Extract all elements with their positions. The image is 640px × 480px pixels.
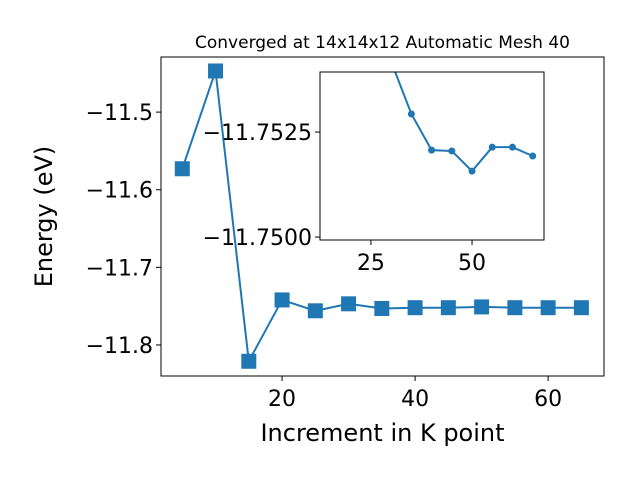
marker bbox=[208, 63, 224, 79]
axes-frame bbox=[160, 56, 605, 377]
y-axis-label: Energy (eV) bbox=[30, 146, 58, 288]
marker bbox=[174, 161, 190, 177]
marker bbox=[274, 292, 290, 308]
marker bbox=[341, 296, 357, 312]
marker bbox=[440, 300, 456, 316]
marker bbox=[507, 300, 523, 316]
chart-title: Converged at 14x14x12 Automatic Mesh 40 bbox=[195, 33, 570, 53]
marker bbox=[241, 353, 257, 369]
marker bbox=[573, 300, 589, 316]
marker bbox=[529, 152, 537, 160]
x-tick-label: 50 bbox=[458, 251, 486, 276]
marker bbox=[474, 299, 490, 315]
marker bbox=[488, 143, 496, 151]
marker bbox=[468, 167, 476, 175]
marker bbox=[307, 303, 323, 319]
marker bbox=[374, 300, 390, 316]
marker bbox=[407, 110, 415, 118]
marker bbox=[407, 300, 423, 316]
y-tick-label: −11.5 bbox=[86, 101, 153, 126]
plot-area bbox=[394, 72, 537, 175]
x-tick-label: 60 bbox=[534, 387, 562, 412]
x-tick-label: 20 bbox=[268, 387, 296, 412]
y-tick-label: −11.7525 bbox=[203, 121, 312, 146]
y-tick-label: −11.7 bbox=[86, 256, 153, 281]
y-tick-label: −11.6 bbox=[86, 179, 153, 204]
x-tick-label: 25 bbox=[357, 251, 385, 276]
plot-area bbox=[174, 63, 589, 369]
axes-frame bbox=[319, 71, 545, 241]
marker bbox=[508, 143, 516, 151]
x-tick-label: 40 bbox=[401, 387, 429, 412]
y-tick-label: −11.7500 bbox=[203, 226, 312, 251]
y-tick-label: −11.8 bbox=[86, 334, 153, 359]
marker bbox=[428, 146, 436, 154]
x-axis-label: Increment in K point bbox=[260, 419, 504, 447]
marker bbox=[540, 300, 556, 316]
marker bbox=[448, 147, 456, 155]
axes-background bbox=[320, 72, 544, 240]
